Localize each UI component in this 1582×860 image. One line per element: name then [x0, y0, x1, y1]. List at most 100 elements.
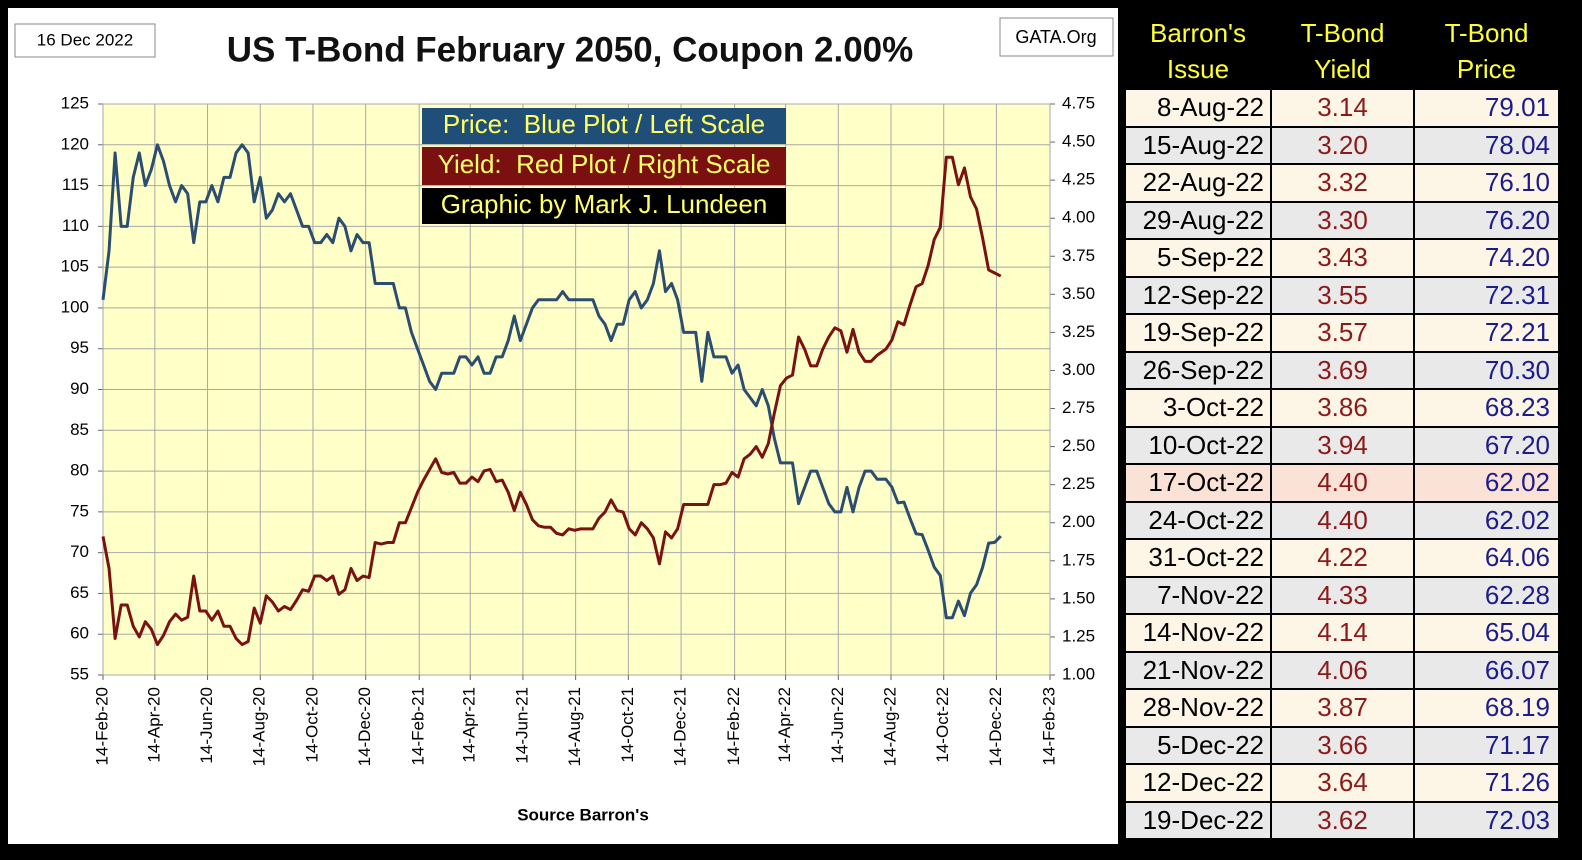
y2-tick-label: 1.00 — [1062, 664, 1095, 683]
x-tick-label: 14-Oct-21 — [618, 687, 637, 763]
table-row: 8-Aug-22 3.14 79.01 — [1126, 90, 1576, 126]
table-cell: 3.86 — [1272, 390, 1413, 426]
table-cell: 10-Oct-22 — [1126, 427, 1270, 463]
y2-tick-label: 2.00 — [1062, 512, 1095, 531]
x-tick-label: 14-Aug-21 — [565, 687, 584, 766]
table-cell: 3.57 — [1272, 315, 1413, 351]
y-tick-label: 75 — [70, 501, 89, 520]
table-cell: 28-Nov-22 — [1126, 690, 1270, 726]
table-cell: 7-Nov-22 — [1126, 577, 1270, 613]
x-tick-label: 14-Feb-20 — [92, 687, 111, 765]
table-cell: 5-Sep-22 — [1126, 240, 1270, 276]
y-tick-label: 110 — [62, 216, 89, 235]
table-row: 28-Nov-22 3.87 68.19 — [1126, 690, 1576, 726]
y2-tick-label: 4.00 — [1062, 208, 1095, 227]
y-tick-label: 95 — [70, 338, 89, 357]
table-cell: 70.30 — [1415, 352, 1558, 388]
y2-tick-label: 1.25 — [1062, 626, 1095, 645]
y-tick-label: 105 — [61, 257, 89, 276]
table-row: 24-Oct-22 4.40 62.02 — [1126, 502, 1576, 538]
table-cell: 31-Oct-22 — [1126, 540, 1270, 576]
table-cell: 12-Dec-22 — [1126, 765, 1270, 801]
table-cell: 71.26 — [1415, 765, 1558, 801]
x-tick-label: 14-Oct-22 — [933, 687, 952, 763]
source-box — [999, 17, 1114, 57]
series-line — [101, 143, 1002, 620]
y-tick-label: 85 — [70, 420, 89, 439]
date-box — [14, 23, 156, 58]
table-cell: 76.20 — [1415, 202, 1558, 238]
legend-box — [422, 147, 786, 185]
x-tick-label: 14-Dec-21 — [671, 687, 690, 766]
table-cell: 4.33 — [1272, 577, 1413, 613]
x-tick-label: 14-Feb-22 — [724, 687, 743, 765]
header-cell: T-Bond Price — [1415, 14, 1558, 88]
chart: 16 Dec 2022 US T-Bond February 2050, Cou… — [8, 8, 1118, 844]
table-row: 12-Dec-22 3.64 71.26 — [1126, 765, 1576, 801]
table-cell: 26-Sep-22 — [1126, 352, 1270, 388]
table-cell: 21-Nov-22 — [1126, 652, 1270, 688]
source-label: GATA.Org — [1015, 27, 1096, 47]
table-cell: 64.06 — [1415, 540, 1558, 576]
chart-title: US T-Bond February 2050, Coupon 2.00% — [227, 30, 914, 69]
y2-tick-label: 3.75 — [1062, 246, 1095, 265]
table-cell: 19-Dec-22 — [1126, 802, 1270, 838]
table-row: 17-Oct-22 4.40 62.02 — [1126, 465, 1576, 501]
table-cell: 19-Sep-22 — [1126, 315, 1270, 351]
table-cell: 67.20 — [1415, 427, 1558, 463]
x-tick-label: 14-Oct-20 — [302, 687, 321, 763]
table-cell: 65.04 — [1415, 615, 1558, 651]
x-tick-label: 14-Apr-20 — [144, 687, 163, 763]
table-row: 5-Dec-22 3.66 71.17 — [1126, 727, 1576, 763]
table-cell: 74.20 — [1415, 240, 1558, 276]
credit: Graphic by Mark J. Lundeen — [441, 189, 768, 219]
table-cell: 3.66 — [1272, 727, 1413, 763]
table-cell: 8-Aug-22 — [1126, 90, 1270, 126]
table-cell: 3.14 — [1272, 90, 1413, 126]
header-cell: T-Bond Yield — [1272, 14, 1413, 88]
table-cell: 3.20 — [1272, 127, 1413, 163]
table-row: 7-Nov-22 4.33 62.28 — [1126, 577, 1576, 613]
table-header: Barron's Issue T-Bond Yield T-Bond Price — [1126, 14, 1576, 88]
table-cell: 4.22 — [1272, 540, 1413, 576]
credit-box — [422, 188, 786, 224]
x-tick-label: 14-Jun-21 — [512, 687, 531, 764]
table-cell: 5-Dec-22 — [1126, 727, 1270, 763]
x-axis-label: Source Barron's — [517, 805, 649, 824]
x-tick-label: 14-Apr-21 — [460, 687, 479, 763]
y2-tick-label: 2.75 — [1062, 398, 1095, 417]
y2-tick-label: 1.50 — [1062, 588, 1095, 607]
table-row: 21-Nov-22 4.06 66.07 — [1126, 652, 1576, 688]
table-cell: 4.06 — [1272, 652, 1413, 688]
y-tick-label: 125 — [61, 93, 89, 112]
y2-tick-label: 3.25 — [1062, 322, 1095, 341]
y-tick-label: 65 — [70, 583, 89, 602]
table-cell: 15-Aug-22 — [1126, 127, 1270, 163]
x-tick-label: 14-Jun-22 — [828, 687, 847, 764]
series-line — [101, 155, 1002, 647]
legend-entry: Price: Blue Plot / Left Scale — [443, 109, 765, 139]
table-cell: 3.43 — [1272, 240, 1413, 276]
x-tick-label: 14-Dec-22 — [986, 687, 1005, 766]
y-tick-label: 70 — [70, 542, 89, 561]
table-cell: 72.31 — [1415, 277, 1558, 313]
table-row: 10-Oct-22 3.94 67.20 — [1126, 427, 1576, 463]
table-cell: 4.40 — [1272, 502, 1413, 538]
y-tick-label: 55 — [70, 664, 89, 683]
table-row: 19-Sep-22 3.57 72.21 — [1126, 315, 1576, 351]
y-tick-label: 100 — [61, 297, 89, 316]
legend-entry: Yield: Red Plot / Right Scale — [438, 149, 771, 179]
y-tick-label: 60 — [70, 624, 89, 643]
y2-tick-label: 2.25 — [1062, 474, 1095, 493]
table-cell: 3-Oct-22 — [1126, 390, 1270, 426]
table-cell: 4.14 — [1272, 615, 1413, 651]
table-row: 26-Sep-22 3.69 70.30 — [1126, 352, 1576, 388]
table-row: 12-Sep-22 3.55 72.31 — [1126, 277, 1576, 313]
y2-tick-label: 2.50 — [1062, 436, 1095, 455]
table-cell: 68.19 — [1415, 690, 1558, 726]
table-row: 31-Oct-22 4.22 64.06 — [1126, 540, 1576, 576]
table-cell: 22-Aug-22 — [1126, 165, 1270, 201]
x-tick-label: 14-Feb-23 — [1039, 687, 1058, 765]
table-cell: 3.64 — [1272, 765, 1413, 801]
